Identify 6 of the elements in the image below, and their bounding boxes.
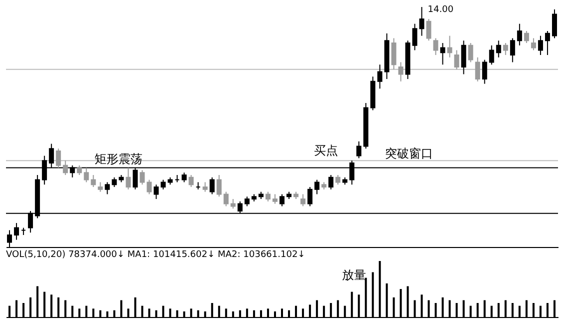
ref-line-label: 矩形震荡 bbox=[94, 152, 142, 166]
annotation: 放量 bbox=[342, 268, 366, 282]
annotation: 突破窗口 bbox=[384, 146, 433, 160]
annotation: 14.00 bbox=[428, 5, 454, 15]
annotation: 买点 bbox=[314, 144, 338, 158]
chart-title: VOL(5,10,20) 78374.000↓ MA1: 101415.602↓ MA2: 103661.102↓ bbox=[6, 250, 306, 260]
